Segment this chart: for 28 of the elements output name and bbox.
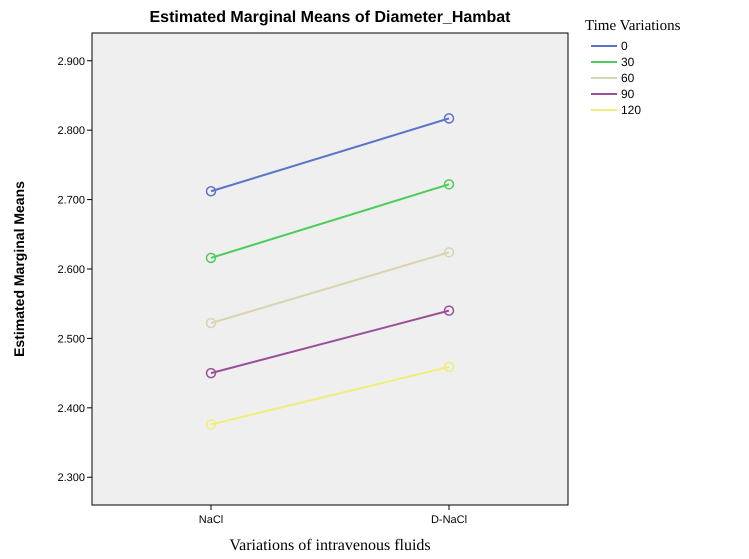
- chart-title: Estimated Marginal Means of Diameter_Hambat: [150, 9, 512, 26]
- legend-label: 30: [621, 55, 635, 69]
- legend-title: Time Variations: [585, 18, 681, 34]
- y-tick-label: 2.600: [57, 264, 85, 276]
- point: [206, 186, 216, 197]
- legend-label: 120: [621, 103, 642, 117]
- point: [444, 247, 454, 258]
- point: [206, 252, 216, 264]
- x-tick-label: D-NaCl: [430, 514, 468, 526]
- legend-label: 0: [621, 39, 628, 53]
- point: [206, 318, 216, 328]
- x-tick-label: NaCl: [198, 514, 224, 526]
- point: [206, 368, 216, 378]
- y-tick-label: 2.300: [57, 472, 85, 484]
- y-tick-label: 2.500: [57, 333, 85, 346]
- y-axis-title: Estimated Marginal Means: [11, 180, 27, 357]
- point: [444, 113, 454, 124]
- y-tick-label: 2.900: [57, 56, 85, 68]
- x-axis-title: Variations of intravenous fluids: [229, 537, 431, 554]
- y-tick-label: 2.700: [57, 194, 85, 207]
- point: [206, 419, 216, 430]
- y-tick-label: 2.800: [57, 125, 85, 138]
- legend-label: 90: [621, 87, 635, 101]
- legend-label: 60: [621, 71, 635, 85]
- y-tick-label: 2.400: [57, 402, 85, 415]
- point: [444, 305, 454, 316]
- point: [444, 179, 454, 190]
- point: [444, 362, 454, 372]
